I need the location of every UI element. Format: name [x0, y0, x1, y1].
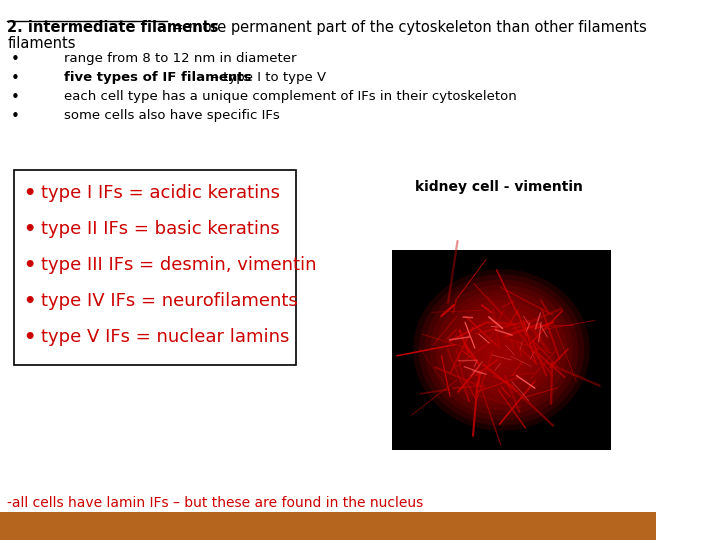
- Ellipse shape: [441, 295, 562, 405]
- Ellipse shape: [458, 310, 544, 389]
- Ellipse shape: [464, 316, 539, 384]
- Ellipse shape: [430, 285, 573, 415]
- Text: -all cells have lamin IFs – but these are found in the nucleus: -all cells have lamin IFs – but these ar…: [7, 496, 423, 510]
- Text: range from 8 to 12 nm in diameter: range from 8 to 12 nm in diameter: [64, 52, 297, 65]
- FancyBboxPatch shape: [14, 170, 297, 365]
- Text: five types of IF filaments: five types of IF filaments: [64, 71, 251, 84]
- Ellipse shape: [413, 269, 590, 431]
- Text: filaments: filaments: [7, 36, 76, 51]
- Ellipse shape: [492, 341, 510, 359]
- Ellipse shape: [475, 326, 528, 374]
- Text: type IV IFs = neurofilaments: type IV IFs = neurofilaments: [41, 292, 298, 310]
- Text: •: •: [23, 292, 35, 311]
- Ellipse shape: [469, 321, 534, 379]
- Text: •: •: [23, 256, 35, 275]
- Text: type III IFs = desmin, vimentin: type III IFs = desmin, vimentin: [41, 256, 317, 274]
- Ellipse shape: [436, 290, 567, 410]
- Text: type II IFs = basic keratins: type II IFs = basic keratins: [41, 220, 280, 238]
- Text: •: •: [11, 52, 20, 67]
- Text: •: •: [23, 220, 35, 239]
- Text: type I IFs = acidic keratins: type I IFs = acidic keratins: [41, 184, 280, 202]
- Ellipse shape: [424, 280, 578, 421]
- Ellipse shape: [481, 331, 522, 369]
- Text: = more permanent part of the cytoskeleton than other filaments: = more permanent part of the cytoskeleto…: [167, 20, 647, 35]
- Text: •: •: [23, 184, 35, 203]
- Ellipse shape: [419, 274, 584, 426]
- Text: each cell type has a unique complement of IFs in their cytoskeleton: each cell type has a unique complement o…: [64, 90, 516, 103]
- FancyBboxPatch shape: [392, 250, 611, 450]
- Text: •: •: [11, 71, 20, 86]
- Text: kidney cell - vimentin: kidney cell - vimentin: [415, 180, 582, 194]
- Ellipse shape: [487, 336, 516, 363]
- FancyBboxPatch shape: [0, 512, 657, 540]
- Text: some cells also have specific IFs: some cells also have specific IFs: [64, 109, 279, 122]
- Text: 2. intermediate filaments: 2. intermediate filaments: [7, 20, 219, 35]
- Text: •: •: [11, 90, 20, 105]
- Text: •: •: [11, 109, 20, 124]
- Text: •: •: [23, 328, 35, 347]
- Text: type V IFs = nuclear lamins: type V IFs = nuclear lamins: [41, 328, 289, 346]
- Ellipse shape: [447, 300, 556, 400]
- Text: – type I to type V: – type I to type V: [208, 71, 327, 84]
- Ellipse shape: [453, 306, 550, 395]
